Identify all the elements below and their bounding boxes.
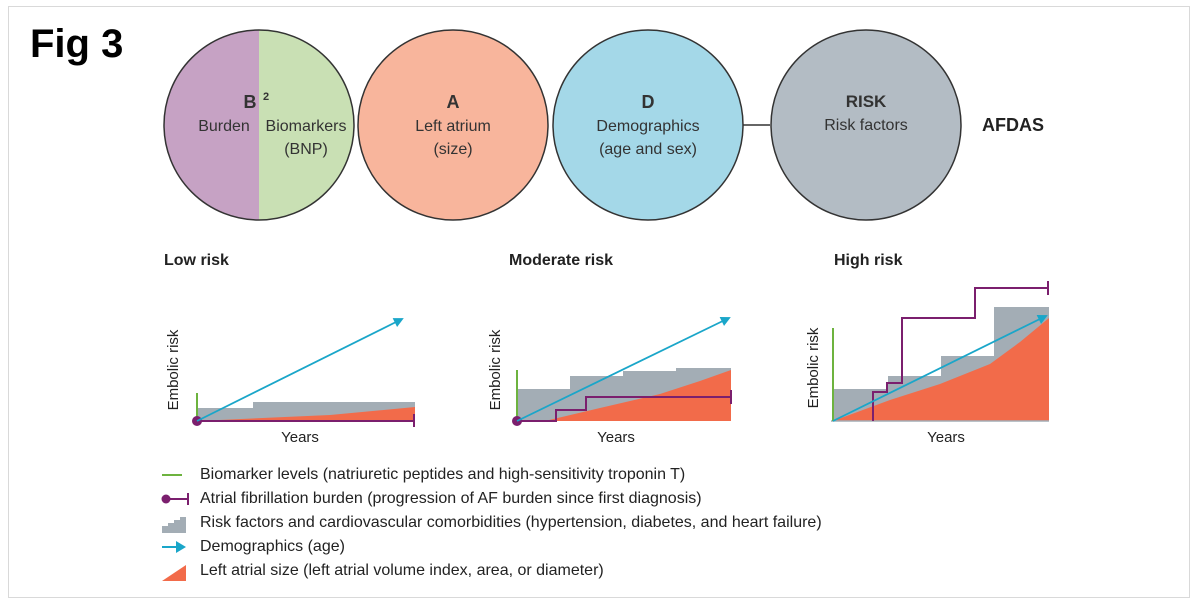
legend-text: Left atrial size (left atrial volume ind… <box>200 562 604 579</box>
green-line-icon <box>162 474 182 476</box>
figure-frame <box>8 6 1190 598</box>
moderate-xlabel: Years <box>597 429 635 446</box>
circle-a-line1: Left atrium <box>415 118 491 135</box>
panel-title-low: Low risk <box>164 252 229 269</box>
panel-title-moderate: Moderate risk <box>509 252 614 269</box>
low-ylabel: Embolic risk <box>165 329 182 410</box>
circle-a <box>357 29 549 221</box>
high-blue-arrow <box>832 315 1048 422</box>
low-orange-wedge <box>197 407 415 421</box>
high-orange-wedge <box>833 318 1049 421</box>
low-blue-arrow <box>196 318 404 422</box>
circle-d-line2: (age and sex) <box>599 141 697 158</box>
grey-steps-icon <box>162 517 186 533</box>
afdas-label: AFDAS <box>982 115 1044 135</box>
moderate-blue-arrow <box>516 316 731 422</box>
circles-diagram: B 2 Burden Biomarkers (BNP) A Left atriu… <box>163 29 962 221</box>
moderate-purple-line <box>517 396 731 422</box>
orange-wedge-icon <box>162 565 186 581</box>
circle-b2-sup: 2 <box>263 91 269 103</box>
blue-arrow-icon <box>162 541 186 553</box>
panel-low: Embolic risk Years <box>165 318 415 446</box>
risk-panels: Embolic risk Years Embolic risk Years Em… <box>165 281 1049 446</box>
panel-moderate: Embolic risk Years <box>487 316 732 446</box>
legend-text: Risk factors and cardiovascular comorbid… <box>200 514 822 531</box>
high-ylabel: Embolic risk <box>805 327 822 408</box>
moderate-ylabel: Embolic risk <box>487 329 504 410</box>
legend-text: Demographics (age) <box>200 538 345 555</box>
low-xlabel: Years <box>281 429 319 446</box>
circle-b2-burden: Burden <box>198 118 250 135</box>
circle-risk <box>770 29 962 221</box>
purple-dot-line-icon <box>161 493 189 505</box>
circle-b2-bnp: (BNP) <box>284 141 328 158</box>
panel-title-high: High risk <box>834 252 903 269</box>
high-purple-line <box>872 287 1048 421</box>
circle-d-line1: Demographics <box>596 118 699 135</box>
circle-d <box>552 29 744 221</box>
circle-d-letter: D <box>642 92 655 112</box>
moderate-orange-wedge <box>545 370 731 421</box>
circle-risk-letter: RISK <box>846 92 887 111</box>
circle-b2-letter: B <box>244 92 257 112</box>
circle-b2-biomarkers: Biomarkers <box>266 118 347 135</box>
panel-high: Embolic risk Years <box>805 281 1049 446</box>
legend-text: Biomarker levels (natriuretic peptides a… <box>200 466 686 483</box>
figure-label: Fig 3 <box>30 22 124 66</box>
circle-a-letter: A <box>447 92 460 112</box>
legend-text: Atrial fibrillation burden (progression … <box>200 490 702 507</box>
circle-risk-line1: Risk factors <box>824 117 908 134</box>
circle-a-line2: (size) <box>433 141 472 158</box>
high-xlabel: Years <box>927 429 965 446</box>
